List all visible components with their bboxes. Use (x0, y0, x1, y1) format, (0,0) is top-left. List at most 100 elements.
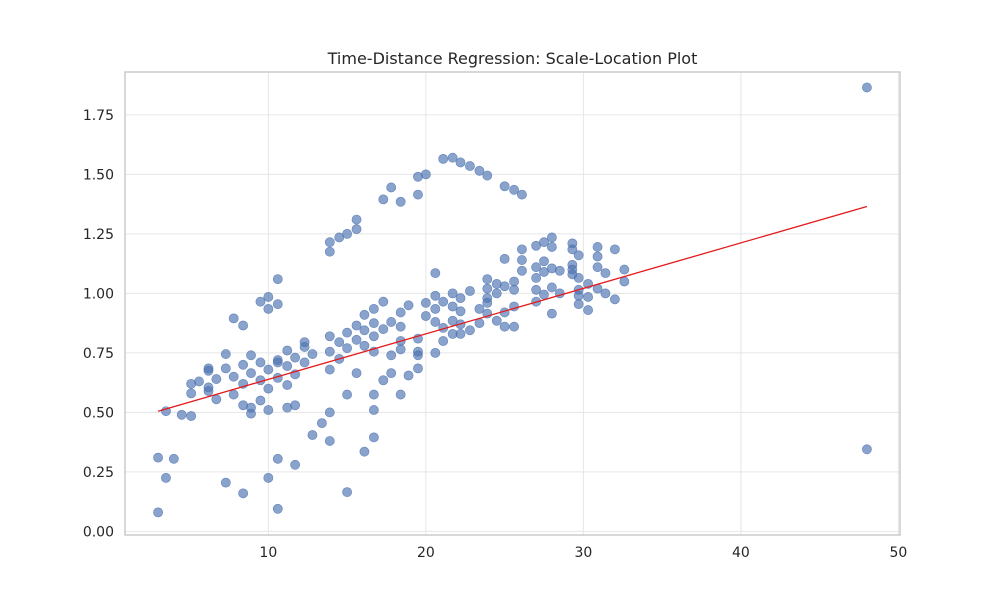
scatter-point (455, 157, 466, 168)
scatter-point (619, 276, 630, 287)
scatter-point (465, 286, 475, 296)
scatter-point (403, 300, 414, 311)
scatter-point (238, 359, 249, 370)
scatter-point (168, 453, 179, 464)
scatter-point (386, 182, 397, 193)
scatter-point (573, 273, 584, 283)
scatter-point (255, 357, 266, 368)
scatter-point (282, 361, 293, 371)
scatter-point (246, 408, 256, 419)
scatter-point (413, 189, 423, 200)
scatter-point (567, 244, 578, 255)
x-tick-label: 30 (574, 545, 592, 561)
scatter-point (455, 328, 466, 339)
scatter-point (324, 331, 335, 342)
scatter-point (430, 290, 441, 301)
scatter-point (592, 262, 603, 273)
scatter-point (420, 297, 431, 308)
scatter-point (272, 299, 283, 309)
scatter-point (539, 256, 549, 267)
y-tick-label: 1.25 (83, 227, 114, 243)
scatter-point (465, 325, 475, 336)
scatter-point (368, 303, 379, 314)
scatter-point (351, 334, 362, 345)
scatter-point (368, 331, 379, 342)
scatter-point (554, 265, 565, 276)
scatter-point (334, 337, 345, 348)
scatter-point (600, 288, 611, 299)
scatter-point (238, 320, 249, 331)
scatter-point (342, 343, 352, 354)
scatter-point (324, 237, 335, 248)
scatter-point (220, 363, 231, 374)
scatter-point (186, 388, 197, 399)
scatter-point (413, 363, 423, 374)
scatter-point (573, 250, 584, 261)
scatter-point (220, 477, 231, 488)
scatter-point (517, 255, 527, 265)
scatter-point (592, 242, 603, 252)
x-tick-label: 20 (417, 545, 435, 561)
scatter-point (324, 436, 335, 446)
y-tick-label: 0.50 (83, 405, 114, 421)
scatter-point (447, 301, 458, 312)
scatter-point (153, 507, 163, 518)
scatter-point (324, 246, 335, 257)
scatter-point (546, 232, 557, 243)
scatter-point (324, 364, 335, 375)
scatter-point (272, 274, 283, 284)
scatter-point (351, 320, 362, 331)
scatter-point (592, 251, 603, 262)
scatter-point (430, 317, 441, 327)
scatter-point (455, 306, 466, 317)
scatter-point (413, 350, 423, 361)
scatter-point (228, 371, 239, 382)
scatter-point (359, 340, 370, 351)
scatter-point (263, 364, 274, 375)
scatter-point (342, 389, 352, 400)
scatter-point (438, 336, 449, 346)
scatter-point (228, 313, 239, 324)
scatter-point (474, 165, 485, 176)
scatter-point (420, 311, 431, 321)
scatter-point (263, 292, 274, 302)
scatter-point (573, 299, 584, 309)
scatter-point (263, 303, 274, 314)
scatter-point (491, 315, 502, 326)
scatter-point (203, 365, 214, 376)
scatter-point (395, 321, 406, 332)
scatter-point (351, 214, 362, 225)
scatter-point (546, 308, 557, 319)
scatter-point (420, 169, 431, 180)
scatter-point (517, 244, 527, 255)
scatter-point (531, 273, 542, 283)
scatter-point (359, 309, 370, 320)
scatter-point (430, 347, 441, 358)
scatter-point (491, 288, 502, 299)
scatter-point (211, 394, 222, 405)
y-tick-label: 1.00 (83, 286, 114, 302)
scatter-point (862, 444, 872, 455)
scatter-point (517, 189, 527, 200)
x-tick-label: 10 (259, 545, 277, 561)
scatter-point (263, 472, 274, 483)
scatter-point (482, 170, 493, 181)
scatter-point (583, 305, 594, 315)
x-tick-label: 40 (732, 545, 750, 561)
scatter-point (395, 389, 406, 400)
scatter-point (238, 488, 249, 499)
scatter-point (438, 296, 449, 307)
scatter-point (263, 383, 274, 394)
scatter-point (395, 344, 406, 355)
scatter-point (539, 237, 549, 248)
scatter-point (282, 380, 293, 390)
axes-border (124, 71, 901, 536)
scatter-point (509, 284, 519, 295)
scatter-point (290, 459, 301, 470)
scatter-point (517, 265, 527, 276)
scatter-point (509, 184, 519, 195)
scatter-point (499, 253, 510, 264)
scatter-point (386, 350, 397, 361)
scatter-point (246, 350, 256, 361)
